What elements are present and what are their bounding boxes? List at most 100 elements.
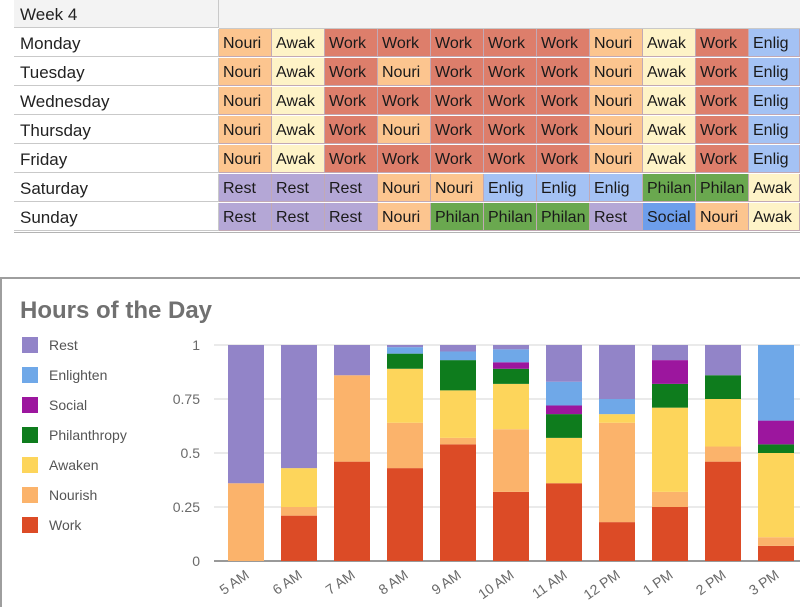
activity-cell[interactable]: Nouri bbox=[219, 116, 272, 144]
bar-segment-rest[interactable] bbox=[705, 345, 741, 376]
day-label[interactable]: Thursday bbox=[14, 116, 219, 144]
activity-cell[interactable]: Nouri bbox=[590, 87, 643, 115]
bar-segment-nourish[interactable] bbox=[281, 507, 317, 516]
bar-segment-work[interactable] bbox=[281, 515, 317, 561]
bar-segment-awaken[interactable] bbox=[281, 468, 317, 507]
bar-segment-nourish[interactable] bbox=[228, 483, 264, 561]
activity-cell[interactable]: Awak bbox=[272, 116, 325, 144]
activity-cell[interactable]: Work bbox=[484, 116, 537, 144]
activity-cell[interactable]: Awak bbox=[643, 116, 696, 144]
activity-cell[interactable]: Nouri bbox=[378, 116, 431, 144]
bar-segment-rest[interactable] bbox=[334, 345, 370, 376]
activity-cell[interactable]: Work bbox=[431, 145, 484, 173]
bar-segment-social[interactable] bbox=[546, 405, 582, 415]
activity-cell[interactable]: Enlig bbox=[749, 87, 800, 115]
legend-label[interactable]: Enlighten bbox=[49, 367, 107, 383]
bar-segment-work[interactable] bbox=[599, 522, 635, 561]
chart-panel[interactable]: Hours of the Day Rest Enlighten Social Phil… bbox=[0, 277, 800, 607]
bar-segment-philanthropy[interactable] bbox=[758, 444, 794, 453]
activity-cell[interactable]: Work bbox=[537, 29, 590, 57]
bar-segment-rest[interactable] bbox=[440, 345, 476, 352]
bar-segment-awaken[interactable] bbox=[652, 407, 688, 492]
bar-segment-enlighten[interactable] bbox=[758, 345, 794, 421]
bar-segment-work[interactable] bbox=[652, 507, 688, 561]
bar-segment-philanthropy[interactable] bbox=[652, 383, 688, 408]
activity-cell[interactable]: Philan bbox=[431, 203, 484, 231]
activity-cell[interactable]: Awak bbox=[643, 29, 696, 57]
bar-segment-awaken[interactable] bbox=[599, 414, 635, 423]
day-label[interactable]: Saturday bbox=[14, 174, 219, 202]
bar-segment-rest[interactable] bbox=[493, 345, 529, 350]
bar-segment-rest[interactable] bbox=[387, 345, 423, 348]
activity-cell[interactable]: Work bbox=[325, 29, 378, 57]
activity-cell[interactable]: Philan bbox=[537, 203, 590, 231]
activity-cell[interactable]: Work bbox=[537, 145, 590, 173]
day-label[interactable]: Wednesday bbox=[14, 87, 219, 115]
activity-cell[interactable]: Awak bbox=[272, 29, 325, 57]
bar-segment-enlighten[interactable] bbox=[440, 351, 476, 361]
activity-cell[interactable]: Work bbox=[378, 29, 431, 57]
bar-segment-nourish[interactable] bbox=[493, 429, 529, 492]
activity-cell[interactable]: Work bbox=[325, 58, 378, 86]
header-blank-cells[interactable] bbox=[219, 0, 800, 29]
bar-segment-enlighten[interactable] bbox=[387, 347, 423, 354]
bar-segment-philanthropy[interactable] bbox=[546, 414, 582, 438]
bar-segment-rest[interactable] bbox=[281, 345, 317, 469]
bar-segment-social[interactable] bbox=[493, 362, 529, 369]
bar-segment-work[interactable] bbox=[440, 444, 476, 561]
bar-segment-social[interactable] bbox=[758, 420, 794, 445]
activity-cell[interactable]: Nouri bbox=[590, 58, 643, 86]
activity-cell[interactable]: Work bbox=[431, 116, 484, 144]
bar-segment-awaken[interactable] bbox=[440, 390, 476, 438]
activity-cell[interactable]: Nouri bbox=[590, 145, 643, 173]
activity-cell[interactable]: Nouri bbox=[431, 174, 484, 202]
activity-cell[interactable]: Nouri bbox=[590, 29, 643, 57]
bar-segment-philanthropy[interactable] bbox=[440, 360, 476, 391]
activity-cell[interactable]: Work bbox=[537, 58, 590, 86]
bar-segment-awaken[interactable] bbox=[493, 383, 529, 430]
activity-cell[interactable]: Rest bbox=[272, 174, 325, 202]
activity-cell[interactable]: Enlig bbox=[749, 145, 800, 173]
bar-segment-nourish[interactable] bbox=[387, 422, 423, 469]
activity-cell[interactable]: Philan bbox=[643, 174, 696, 202]
activity-cell[interactable]: Awak bbox=[643, 58, 696, 86]
activity-cell[interactable]: Nouri bbox=[378, 58, 431, 86]
activity-cell[interactable]: Work bbox=[484, 87, 537, 115]
bar-segment-rest[interactable] bbox=[652, 345, 688, 361]
activity-cell[interactable]: Rest bbox=[325, 203, 378, 231]
day-label[interactable]: Tuesday bbox=[14, 58, 219, 86]
activity-cell[interactable]: Rest bbox=[219, 174, 272, 202]
bar-segment-social[interactable] bbox=[652, 360, 688, 384]
legend-label[interactable]: Work bbox=[49, 517, 82, 533]
bar-segment-awaken[interactable] bbox=[758, 453, 794, 538]
bar-segment-enlighten[interactable] bbox=[599, 399, 635, 415]
activity-cell[interactable]: Work bbox=[431, 87, 484, 115]
day-label[interactable]: Friday bbox=[14, 145, 219, 173]
activity-cell[interactable]: Work bbox=[484, 58, 537, 86]
bar-segment-work[interactable] bbox=[334, 461, 370, 561]
activity-cell[interactable]: Nouri bbox=[378, 174, 431, 202]
activity-cell[interactable]: Rest bbox=[219, 203, 272, 231]
bar-segment-work[interactable] bbox=[705, 461, 741, 561]
activity-cell[interactable]: Social bbox=[643, 203, 696, 231]
activity-cell[interactable]: Enlig bbox=[537, 174, 590, 202]
activity-cell[interactable]: Work bbox=[537, 116, 590, 144]
activity-cell[interactable]: Enlig bbox=[749, 58, 800, 86]
bar-segment-rest[interactable] bbox=[599, 345, 635, 399]
activity-cell[interactable]: Work bbox=[378, 87, 431, 115]
legend-label[interactable]: Philanthropy bbox=[49, 427, 127, 443]
activity-cell[interactable]: Rest bbox=[272, 203, 325, 231]
bar-segment-nourish[interactable] bbox=[705, 446, 741, 462]
legend-label[interactable]: Awaken bbox=[49, 457, 99, 473]
bar-segment-nourish[interactable] bbox=[599, 422, 635, 523]
activity-cell[interactable]: Rest bbox=[590, 203, 643, 231]
activity-cell[interactable]: Awak bbox=[643, 145, 696, 173]
day-label[interactable]: Monday bbox=[14, 29, 219, 57]
activity-cell[interactable]: Enlig bbox=[749, 29, 800, 57]
bar-segment-philanthropy[interactable] bbox=[493, 368, 529, 384]
activity-cell[interactable]: Work bbox=[378, 145, 431, 173]
activity-cell[interactable]: Work bbox=[696, 29, 749, 57]
activity-cell[interactable]: Nouri bbox=[590, 116, 643, 144]
activity-cell[interactable]: Rest bbox=[325, 174, 378, 202]
bar-segment-rest[interactable] bbox=[228, 345, 264, 484]
